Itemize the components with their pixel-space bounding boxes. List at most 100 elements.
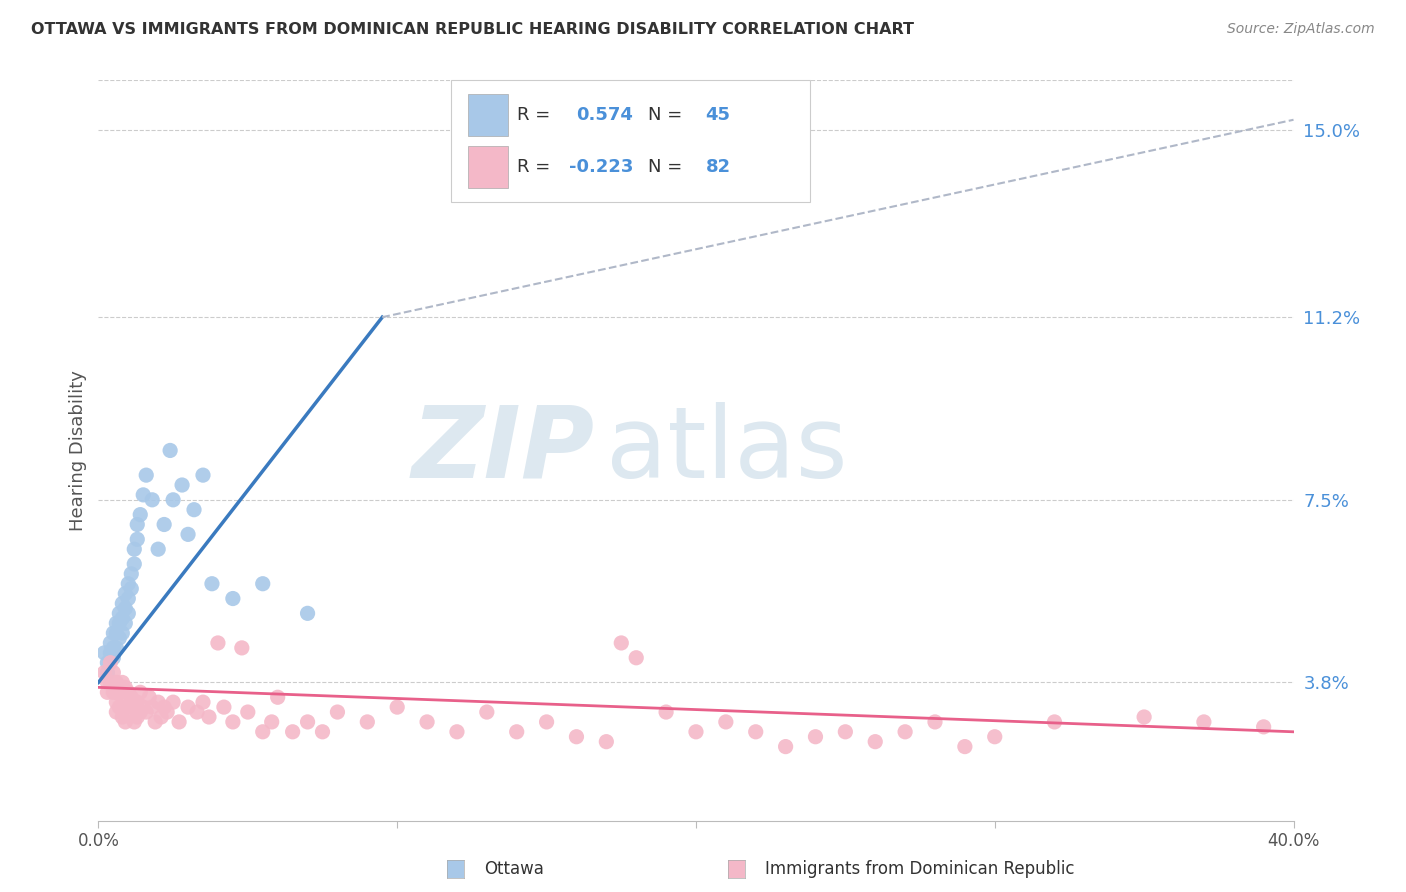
Point: [124, 714, 146, 729]
Point: [191, 695, 214, 709]
Text: Ottawa: Ottawa: [484, 860, 544, 878]
Point: [141, 492, 163, 507]
Point: [132, 700, 155, 714]
Point: [610, 636, 633, 650]
Point: [105, 675, 128, 690]
Point: [183, 502, 205, 516]
Point: [207, 636, 229, 650]
Point: [103, 650, 125, 665]
Point: [222, 591, 245, 606]
Point: [129, 685, 152, 699]
Point: [198, 710, 221, 724]
Point: [894, 724, 917, 739]
Point: [111, 675, 134, 690]
Point: [924, 714, 946, 729]
FancyBboxPatch shape: [451, 80, 810, 202]
Point: [172, 478, 194, 492]
Point: [103, 685, 125, 699]
Point: [124, 557, 146, 571]
Point: [267, 690, 290, 705]
Text: N =: N =: [648, 106, 688, 124]
Point: [98, 646, 122, 660]
Point: [297, 714, 319, 729]
Point: [953, 739, 976, 754]
Text: OTTAWA VS IMMIGRANTS FROM DOMINICAN REPUBLIC HEARING DISABILITY CORRELATION CHAR: OTTAWA VS IMMIGRANTS FROM DOMINICAN REPU…: [31, 22, 914, 37]
Text: N =: N =: [648, 158, 688, 176]
Point: [127, 710, 149, 724]
Point: [120, 690, 142, 705]
Point: [96, 656, 118, 670]
Point: [159, 443, 181, 458]
Point: [446, 724, 468, 739]
Point: [117, 607, 139, 621]
Point: [120, 582, 142, 596]
Point: [252, 724, 274, 739]
Point: [127, 695, 149, 709]
Text: atlas: atlas: [606, 402, 848, 499]
Point: [984, 730, 1007, 744]
Point: [326, 705, 349, 719]
Point: [775, 739, 797, 754]
Point: [103, 626, 125, 640]
Point: [120, 566, 142, 581]
Point: [117, 591, 139, 606]
Point: [148, 542, 170, 557]
Text: R =: R =: [517, 106, 555, 124]
Text: -0.223: -0.223: [569, 158, 634, 176]
Point: [108, 607, 131, 621]
Point: [117, 576, 139, 591]
Point: [156, 705, 179, 719]
Point: [162, 695, 184, 709]
Point: [93, 646, 115, 660]
Point: [177, 700, 200, 714]
Point: [506, 724, 529, 739]
Point: [135, 468, 157, 483]
Text: 45: 45: [706, 106, 731, 124]
Point: [745, 724, 768, 739]
Point: [475, 705, 498, 719]
Point: [297, 607, 319, 621]
Point: [117, 700, 139, 714]
Point: [117, 685, 139, 699]
Point: [595, 734, 617, 748]
Point: [138, 690, 160, 705]
Point: [93, 665, 115, 680]
Text: Source: ZipAtlas.com: Source: ZipAtlas.com: [1227, 22, 1375, 37]
Point: [153, 517, 176, 532]
Point: [105, 705, 128, 719]
Point: [141, 700, 163, 714]
Point: [148, 695, 170, 709]
Point: [252, 576, 274, 591]
Point: [108, 616, 131, 631]
Point: [127, 533, 149, 547]
Point: [153, 700, 176, 714]
Point: [260, 714, 283, 729]
Point: [114, 586, 136, 600]
Point: [865, 734, 887, 748]
Point: [114, 681, 136, 695]
Text: 0.574: 0.574: [576, 106, 633, 124]
Point: [311, 724, 333, 739]
Point: [129, 508, 152, 522]
Point: [108, 685, 131, 699]
Point: [135, 705, 157, 719]
Point: [114, 700, 136, 714]
Point: [108, 700, 131, 714]
Point: [132, 488, 155, 502]
Point: [103, 665, 125, 680]
Point: [111, 710, 134, 724]
Point: [143, 714, 166, 729]
Point: [98, 636, 122, 650]
Point: [105, 640, 128, 655]
Point: [114, 714, 136, 729]
Point: [96, 665, 118, 680]
Point: [105, 616, 128, 631]
Point: [236, 705, 259, 719]
Point: [186, 705, 208, 719]
Point: [212, 700, 235, 714]
Point: [222, 714, 245, 729]
Point: [565, 730, 588, 744]
FancyBboxPatch shape: [468, 95, 509, 136]
Point: [96, 675, 118, 690]
Point: [98, 675, 122, 690]
